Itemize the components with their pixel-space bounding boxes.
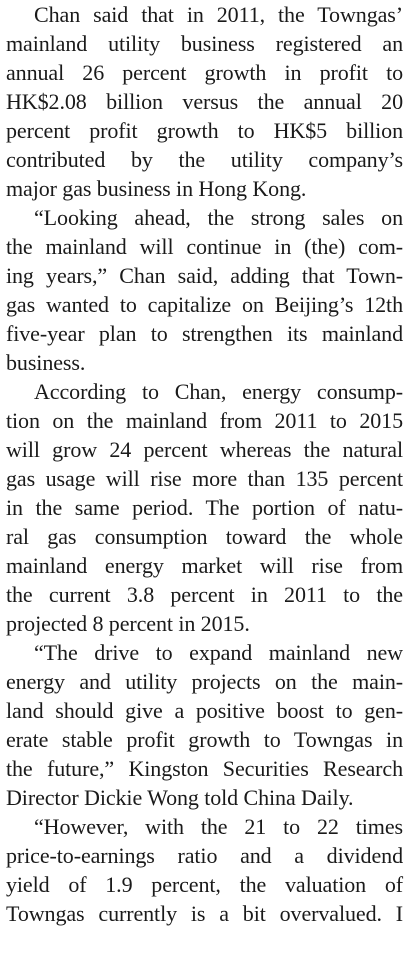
text-line: HK$2.08 billion versus the annual 20 bbox=[6, 89, 403, 114]
text-line: ing years,” Chan said, adding that Town- bbox=[6, 263, 403, 288]
text-line: “Looking ahead, the strong sales on bbox=[34, 205, 403, 230]
text-line: yield of 1.9 percent, the valuation of bbox=[6, 872, 403, 897]
text-line: tion on the mainland from 2011 to 2015 bbox=[6, 408, 403, 433]
text-line: annual 26 percent growth in profit to bbox=[6, 60, 403, 85]
text-line: erate stable profit growth to Towngas in bbox=[6, 727, 403, 752]
text-line: major gas business in Hong Kong. bbox=[6, 176, 307, 201]
text-line: percent profit growth to HK$5 billion bbox=[6, 118, 403, 143]
text-line: energy and utility projects on the main- bbox=[6, 669, 403, 694]
text-line: ral gas consumption toward the whole bbox=[6, 524, 403, 549]
text-line: gas wanted to capitalize on Beijing’s 12… bbox=[6, 292, 403, 317]
text-line: the future,” Kingston Securities Researc… bbox=[6, 756, 403, 781]
text-line: Towngas currently is a bit overvalued. I bbox=[6, 901, 403, 926]
text-line: five-year plan to strengthen its mainlan… bbox=[6, 321, 403, 346]
text-line: price-to-earnings ratio and a dividend bbox=[6, 843, 403, 868]
text-line: projected 8 percent in 2015. bbox=[6, 611, 250, 636]
text-line: “However, with the 21 to 22 times bbox=[34, 814, 403, 839]
text-line: mainland utility business registered an bbox=[6, 31, 403, 56]
text-line: Director Dickie Wong told China Daily. bbox=[6, 785, 354, 810]
text-line: land should give a positive boost to gen… bbox=[6, 698, 403, 723]
text-line: According to Chan, energy consump- bbox=[34, 379, 403, 404]
text-line: Chan said that in 2011, the Towngas’ bbox=[34, 2, 403, 27]
text-line: in the same period. The portion of natu- bbox=[6, 495, 403, 520]
text-line: gas usage will rise more than 135 percen… bbox=[6, 466, 403, 491]
text-line: the current 3.8 percent in 2011 to the bbox=[6, 582, 403, 607]
text-line: contributed by the utility company’s bbox=[6, 147, 403, 172]
text-line: the mainland will continue in (the) com- bbox=[6, 234, 403, 259]
text-line: business. bbox=[6, 350, 86, 375]
text-line: “The drive to expand mainland new bbox=[34, 640, 403, 665]
text-line: mainland energy market will rise from bbox=[6, 553, 403, 578]
text-line: will grow 24 percent whereas the natural bbox=[6, 437, 403, 462]
